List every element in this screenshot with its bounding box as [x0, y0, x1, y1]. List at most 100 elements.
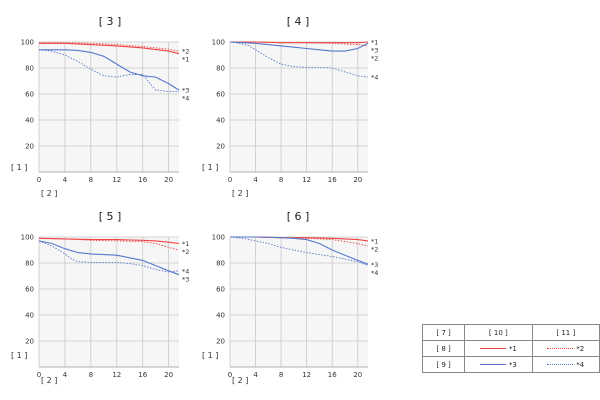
y-axis-label: [ 1 ] — [202, 351, 218, 360]
series-line-star3 — [229, 41, 369, 52]
legend-header-11: [ 11 ] — [531, 324, 600, 341]
x-tick-label: 20 — [164, 176, 173, 184]
series-line-star4 — [229, 41, 369, 78]
legend-entry-2-label: *2 — [576, 344, 585, 353]
series-end-label: *4 — [182, 267, 189, 275]
series-end-label: *4 — [371, 269, 378, 277]
series-line-star4 — [38, 240, 180, 273]
x-tick-label: 4 — [253, 371, 258, 379]
x-axis-label: [ 2 ] — [232, 376, 248, 385]
legend-entry-1-label: *1 — [508, 344, 517, 353]
y-tick-label: 80 — [25, 260, 34, 268]
legend-entry-2: *2 — [531, 340, 600, 357]
series-end-label: *4 — [371, 74, 378, 82]
y-tick-label: 40 — [25, 117, 34, 125]
legend-entry-3-label: *3 — [508, 360, 517, 369]
series-end-label: *2 — [371, 245, 378, 253]
series-end-label: *1 — [371, 237, 378, 245]
x-tick-label: 20 — [353, 371, 362, 379]
series-end-label: *4 — [182, 95, 189, 103]
y-tick-label: 20 — [216, 143, 225, 151]
y-axis-label: [ 1 ] — [11, 163, 27, 172]
x-tick-label: 12 — [302, 371, 311, 379]
y-tick-label: 20 — [25, 143, 34, 151]
x-tick-label: 12 — [302, 176, 311, 184]
chart-panel-3: 20 40 60 80 100 0 4 8 12 16 20 [ 5 ] [ 1 ] [ 2 ] *1*2 *… — [11, 210, 189, 385]
chart-title: [ 4 ] — [287, 15, 310, 28]
x-tick-label: 20 — [164, 371, 173, 379]
legend-header-7: [ 7 ] — [421, 324, 466, 341]
y-tick-label: 100 — [212, 234, 225, 242]
x-tick-label: 8 — [89, 176, 93, 184]
chart-title: [ 6 ] — [287, 210, 310, 223]
x-tick-label: 16 — [328, 176, 337, 184]
series-end-label: *2 — [182, 248, 189, 256]
y-tick-label: 40 — [216, 117, 225, 125]
x-tick-label: 4 — [253, 176, 258, 184]
series-end-label: *3 — [371, 47, 378, 55]
x-tick-label: 0 — [37, 176, 41, 184]
x-tick-label: 16 — [138, 176, 147, 184]
y-tick-label: 20 — [25, 338, 34, 346]
chart-title: [ 3 ] — [99, 15, 122, 28]
y-tick-label: 100 — [21, 39, 34, 47]
x-tick-label: 20 — [353, 176, 362, 184]
y-tick-label: 80 — [216, 260, 225, 268]
legend-entry-1: *1 — [464, 340, 533, 357]
series-end-label: *2 — [371, 55, 378, 63]
series-end-label: *1 — [371, 39, 378, 47]
x-tick-label: 8 — [89, 371, 93, 379]
x-tick-label: 16 — [328, 371, 337, 379]
chart-panel-4: 20 40 60 80 100 0 4 8 12 16 20 [ 6 ] [ 1 ] [ 2 ] *1*2 *… — [202, 210, 378, 385]
y-tick-label: 60 — [25, 91, 34, 99]
legend-row-8: [ 8 ] *1 *2 — [421, 340, 600, 357]
series-line-star4 — [38, 49, 179, 92]
series-line-star3 — [230, 236, 369, 265]
series-end-label: *2 — [182, 48, 189, 56]
legend-header-row: [ 7 ] [ 10 ] [ 11 ] — [421, 324, 600, 341]
plot-area — [39, 42, 179, 172]
y-tick-label: 80 — [25, 65, 34, 73]
chart-panel-1: 20 40 60 80 100 0 4 8 12 16 20 [ 3 ] [ 1 ] [ 2 ] *2*1 *… — [11, 15, 189, 198]
y-tick-label: 60 — [25, 286, 34, 294]
y-tick-label: 40 — [25, 312, 34, 320]
x-tick-label: 4 — [63, 371, 68, 379]
legend-entry-4: *4 — [531, 356, 600, 373]
x-tick-label: 12 — [112, 176, 121, 184]
legend-swatch-3 — [479, 364, 506, 365]
legend-swatch-2 — [547, 348, 574, 349]
series-end-label: *1 — [182, 56, 189, 64]
y-tick-label: 20 — [216, 338, 225, 346]
legend-table: [ 7 ] [ 10 ] [ 11 ] [ 8 ] *1 *2 [ 9 ] *3… — [421, 324, 600, 373]
x-tick-label: 0 — [37, 371, 41, 379]
legend-row-9: [ 9 ] *3 *4 — [421, 356, 600, 373]
plot-area — [39, 237, 179, 367]
series-end-label: *1 — [182, 240, 189, 248]
y-tick-label: 80 — [216, 65, 225, 73]
x-axis-label: [ 2 ] — [232, 189, 248, 198]
y-tick-label: 60 — [216, 286, 225, 294]
series-line-star3 — [39, 49, 180, 91]
legend-header-10: [ 10 ] — [464, 324, 533, 341]
x-tick-label: 4 — [63, 176, 68, 184]
x-tick-label: 8 — [279, 371, 283, 379]
legend-row-label-9: [ 9 ] — [421, 356, 466, 373]
series-line-star1 — [230, 41, 369, 44]
y-tick-label: 100 — [212, 39, 225, 47]
series-line-star3 — [38, 240, 180, 276]
x-axis-label: [ 2 ] — [41, 376, 57, 385]
y-tick-label: 60 — [216, 91, 225, 99]
legend-entry-3: *3 — [464, 356, 533, 373]
x-tick-label: 0 — [228, 176, 232, 184]
series-end-label: *3 — [182, 87, 189, 95]
y-axis-label: [ 1 ] — [202, 163, 218, 172]
series-line-star2 — [38, 237, 180, 251]
series-line-star2 — [39, 42, 180, 52]
legend-swatch-4 — [547, 364, 574, 365]
x-tick-label: 0 — [228, 371, 232, 379]
legend-row-label-8: [ 8 ] — [421, 340, 466, 357]
series-line-star1 — [39, 42, 180, 55]
y-tick-label: 100 — [21, 234, 34, 242]
